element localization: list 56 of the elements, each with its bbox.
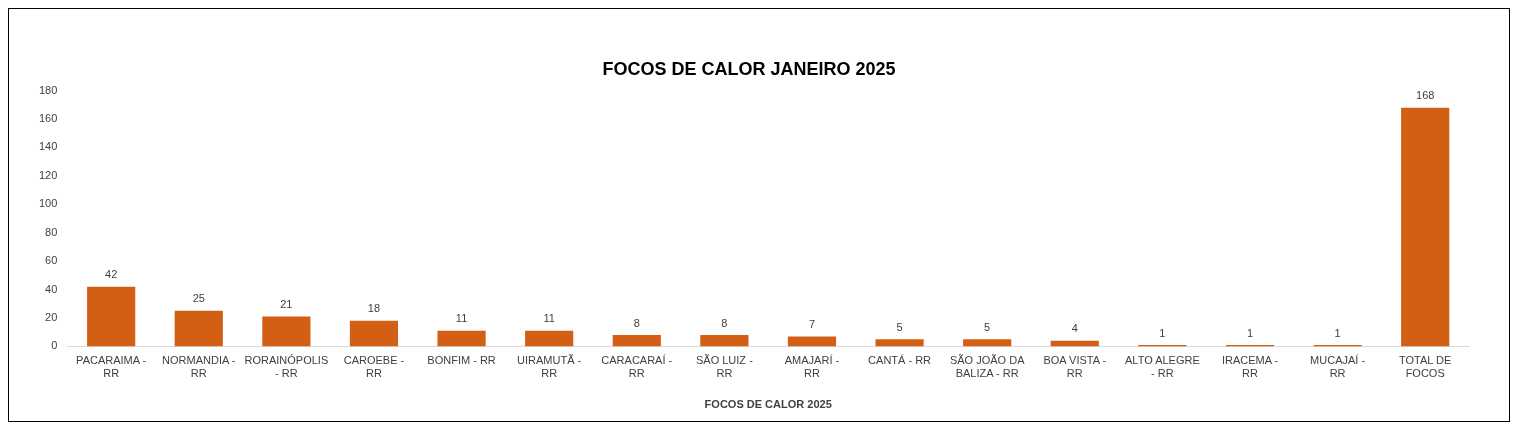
bar bbox=[875, 339, 924, 347]
x-tick-label: AMAJARÍ - RR bbox=[784, 354, 840, 380]
data-label: 8 bbox=[721, 316, 728, 329]
data-label: 11 bbox=[543, 312, 555, 325]
data-label: 5 bbox=[984, 320, 991, 333]
data-label: 1 bbox=[1246, 326, 1254, 339]
chart-title: FOCOS DE CALOR JANEIRO 2025 bbox=[602, 58, 896, 79]
data-label: 21 bbox=[280, 298, 293, 311]
x-tick-label: CANTÁ - RR bbox=[868, 354, 932, 367]
data-label: 168 bbox=[1416, 89, 1435, 102]
y-tick-label: 120 bbox=[38, 168, 58, 181]
bar bbox=[437, 330, 486, 347]
x-axis-title: FOCOS DE CALOR 2025 bbox=[704, 398, 832, 411]
x-tick-label: RORAINÓPOLIS - RR bbox=[244, 354, 329, 380]
bar bbox=[963, 339, 1012, 347]
y-tick-label: 140 bbox=[38, 140, 58, 153]
data-label: 1 bbox=[1159, 326, 1166, 339]
data-label: 42 bbox=[105, 268, 118, 281]
x-tick-label: CARACARAÍ - RR bbox=[601, 354, 673, 380]
data-label: 5 bbox=[896, 320, 903, 333]
x-tick-label: UIRAMUTÃ - RR bbox=[517, 354, 582, 380]
bar bbox=[525, 330, 574, 347]
x-tick-label: BOA VISTA - RR bbox=[1043, 354, 1107, 380]
y-tick-label: 180 bbox=[38, 83, 58, 96]
bar bbox=[1401, 107, 1450, 347]
data-label: 4 bbox=[1071, 322, 1078, 335]
data-label: 18 bbox=[367, 302, 381, 315]
data-label: 7 bbox=[808, 317, 816, 330]
data-label: 1 bbox=[1334, 326, 1341, 339]
y-tick-label: 40 bbox=[45, 282, 58, 295]
y-tick-label: 0 bbox=[51, 339, 58, 352]
bar bbox=[349, 320, 399, 347]
data-label: 8 bbox=[633, 316, 640, 329]
bar bbox=[174, 310, 223, 347]
y-tick-label: 20 bbox=[45, 311, 58, 324]
data-label: 11 bbox=[455, 312, 468, 325]
bar bbox=[612, 335, 661, 347]
bar bbox=[787, 336, 837, 347]
x-tick-label: NORMANDIA - RR bbox=[162, 354, 236, 380]
x-tick-label: MUCAJAÍ - RR bbox=[1310, 354, 1366, 380]
y-tick-label: 60 bbox=[45, 254, 58, 267]
data-label: 25 bbox=[192, 292, 205, 305]
x-tick-label: CAROEBE - RR bbox=[343, 354, 405, 380]
y-tick-label: 80 bbox=[45, 225, 58, 238]
x-tick-label: SÃO LUIZ - RR bbox=[695, 354, 754, 380]
x-tick-label: ALTO ALEGRE - RR bbox=[1124, 354, 1200, 380]
x-tick-label: PACARAIMA - RR bbox=[76, 354, 147, 380]
x-tick-label: BONFIM - RR bbox=[427, 354, 496, 367]
bar bbox=[262, 316, 311, 347]
bar bbox=[700, 335, 749, 347]
x-tick-label: SÃO JOÃO DA BALIZA - RR bbox=[949, 354, 1026, 380]
y-tick-label: 160 bbox=[38, 112, 58, 125]
bar bbox=[87, 286, 136, 347]
x-tick-label: IRACEMA - RR bbox=[1221, 354, 1279, 380]
y-tick-label: 100 bbox=[38, 197, 58, 210]
x-tick-label: TOTAL DE FOCOS bbox=[1399, 354, 1452, 380]
